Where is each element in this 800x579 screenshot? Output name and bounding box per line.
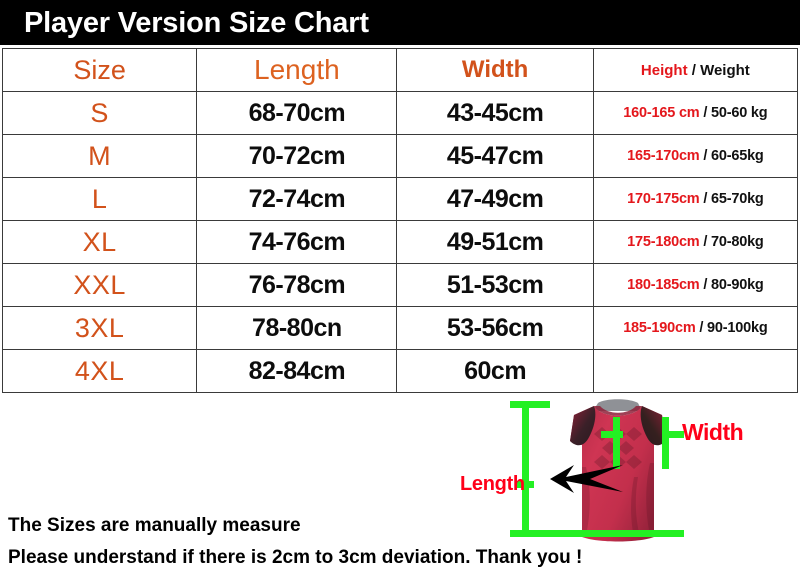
cell-length: 76-78cm xyxy=(196,263,398,307)
cell-width: 49-51cm xyxy=(396,220,594,264)
note-line-2: Please understand if there is 2cm to 3cm… xyxy=(8,547,583,568)
cell-height-weight: 180-185cm / 80-90kg xyxy=(592,263,799,307)
table-row: 3XL 78-80cn 53-56cm 185-190cm / 90-100kg xyxy=(1,306,799,350)
cell-size: XL xyxy=(1,220,198,264)
column-header-height-text: Height xyxy=(640,61,688,79)
cell-height: 170-175cm xyxy=(627,191,700,207)
cell-height-weight: 175-180cm / 70-80kg xyxy=(592,220,799,264)
cell-weight: / 60-65kg xyxy=(699,148,764,164)
cell-weight: / 70-80kg xyxy=(699,234,764,250)
cell-size: 4XL xyxy=(1,349,198,393)
table-header-row: Size Length Width Height / Weight xyxy=(1,48,799,92)
width-guide-right-vertical xyxy=(662,417,669,469)
cell-length: 68-70cm xyxy=(196,91,398,135)
cell-width: 51-53cm xyxy=(396,263,594,307)
cell-width: 45-47cm xyxy=(396,134,594,178)
table-row: 4XL 82-84cm 60cm xyxy=(1,349,799,393)
cell-height-weight: 170-175cm / 65-70kg xyxy=(592,177,799,221)
table-row: S 68-70cm 43-45cm 160-165 cm / 50-60 kg xyxy=(1,91,799,135)
cell-weight: / 50-60 kg xyxy=(699,105,768,121)
cell-height: 180-185cm xyxy=(627,277,700,293)
cell-weight: / 90-100kg xyxy=(695,320,768,336)
width-label: Width xyxy=(682,419,744,445)
column-header-weight-text: / Weight xyxy=(687,61,750,79)
cell-length: 70-72cm xyxy=(196,134,398,178)
cell-height-weight: 165-170cm / 60-65kg xyxy=(592,134,799,178)
measurement-diagram: Width Length xyxy=(450,395,800,555)
cell-height-weight: 185-190cm / 90-100kg xyxy=(592,306,799,350)
width-guide-left-vertical xyxy=(613,417,620,469)
table-row: M 70-72cm 45-47cm 165-170cm / 60-65kg xyxy=(1,134,799,178)
cell-height: 175-180cm xyxy=(627,234,700,250)
table-row: L 72-74cm 47-49cm 170-175cm / 65-70kg xyxy=(1,177,799,221)
cell-size: 3XL xyxy=(1,306,198,350)
cell-size: M xyxy=(1,134,198,178)
cell-length: 74-76cm xyxy=(196,220,398,264)
cell-length: 78-80cn xyxy=(196,306,398,350)
cell-size: S xyxy=(1,91,198,135)
page-title: Player Version Size Chart xyxy=(24,7,369,39)
length-guide-bottom-bar xyxy=(510,530,684,537)
cell-height: 165-170cm xyxy=(627,148,700,164)
table-row: XXL 76-78cm 51-53cm 180-185cm / 80-90kg xyxy=(1,263,799,307)
cell-length: 72-74cm xyxy=(196,177,398,221)
column-header-length: Length xyxy=(196,48,398,92)
length-label: Length xyxy=(460,473,525,495)
cell-height: 185-190cm xyxy=(623,320,696,336)
cell-length: 82-84cm xyxy=(196,349,398,393)
cell-size: XXL xyxy=(1,263,198,307)
cell-width: 60cm xyxy=(396,349,594,393)
length-guide-vertical xyxy=(522,401,529,537)
cell-width: 53-56cm xyxy=(396,306,594,350)
length-arrow-icon xyxy=(550,465,623,493)
cell-height-weight xyxy=(592,349,799,393)
width-guide-left-tick xyxy=(601,431,623,438)
cell-size: L xyxy=(1,177,198,221)
column-header-size: Size xyxy=(1,48,198,92)
table-row: XL 74-76cm 49-51cm 175-180cm / 70-80kg xyxy=(1,220,799,264)
cell-width: 43-45cm xyxy=(396,91,594,135)
size-chart-table: Size Length Width Height / Weight S 68-7… xyxy=(1,48,799,393)
column-header-width: Width xyxy=(396,48,594,92)
cell-weight: / 80-90kg xyxy=(699,277,764,293)
length-guide-top-tick xyxy=(510,401,550,408)
title-bar: Player Version Size Chart xyxy=(0,0,800,45)
cell-height-weight: 160-165 cm / 50-60 kg xyxy=(592,91,799,135)
cell-weight: / 65-70kg xyxy=(699,191,764,207)
length-guide-mid-tick xyxy=(516,481,534,488)
cell-width: 47-49cm xyxy=(396,177,594,221)
note-line-1: The Sizes are manually measure xyxy=(8,515,301,536)
column-header-height-weight: Height / Weight xyxy=(592,48,799,92)
width-guide-right-tick xyxy=(662,431,684,438)
cell-height: 160-165 cm xyxy=(623,105,700,121)
